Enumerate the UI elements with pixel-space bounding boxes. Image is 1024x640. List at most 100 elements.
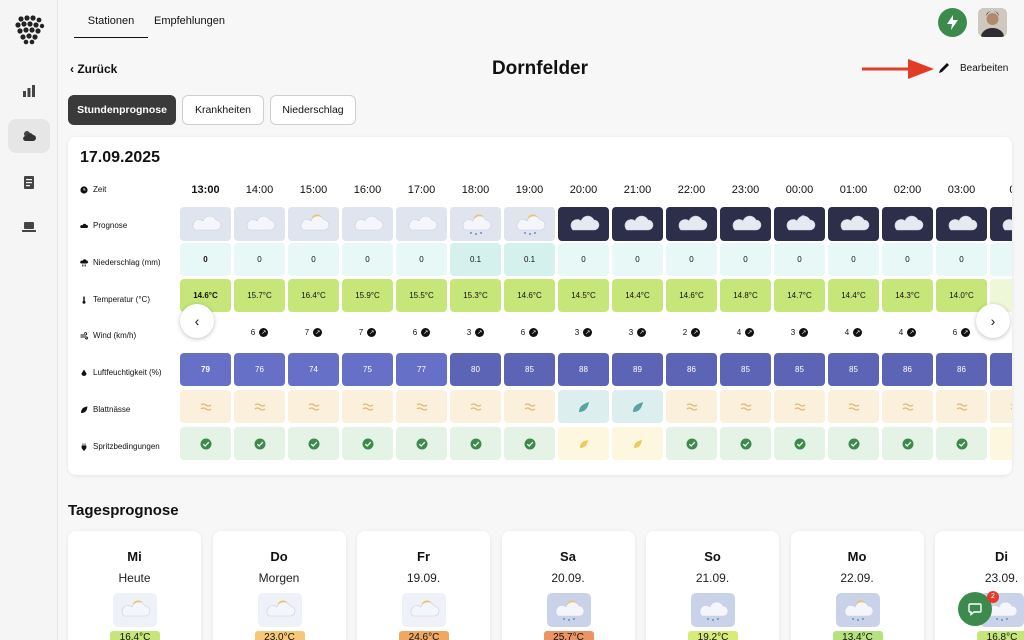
chevron-right-icon: ›	[990, 313, 996, 329]
cloud-icon	[180, 207, 231, 241]
row-label-spray: Spritzbedingungen	[80, 442, 160, 451]
wind-value: 2	[682, 327, 688, 337]
subtab-stundenprognose[interactable]: Stundenprognose	[68, 95, 176, 125]
day-card[interactable]: Mo 22.09. 13.4°C	[790, 531, 924, 640]
chat-button[interactable]	[958, 592, 992, 626]
dry-waves-icon	[882, 390, 933, 423]
page-title: Dornfelder	[491, 58, 589, 79]
tab-stationen[interactable]: Stationen	[74, 15, 148, 38]
row-label-humidity: Luftfeuchtigkeit (%)	[80, 368, 161, 377]
user-avatar-icon	[978, 8, 1007, 37]
wind-value: 3	[466, 327, 472, 337]
cloud-night-icon	[828, 207, 879, 241]
red-arrow-icon	[862, 59, 934, 79]
check-icon	[720, 427, 771, 460]
cloud-night-icon	[666, 207, 717, 241]
wind-value: 3	[790, 327, 796, 337]
rain-cloud-icon	[80, 258, 88, 266]
scroll-left-button[interactable]: ‹	[180, 304, 214, 338]
wind-value: 3	[628, 327, 634, 337]
day-card[interactable]: Mi Heute 16.4°C	[68, 531, 201, 640]
grape-logo-icon[interactable]	[12, 12, 46, 46]
wind-cell: 3 ↗	[558, 317, 609, 347]
temperature-cell: 14.6°C	[666, 279, 717, 312]
time-label: 18:00	[461, 184, 490, 196]
cloud-night-icon	[720, 207, 771, 241]
wind-cell: 6 ↗	[234, 317, 285, 347]
time-label: 01:00	[839, 184, 868, 196]
wind-value: 4	[736, 327, 742, 337]
sidebar-item-devices[interactable]	[8, 210, 50, 244]
wind-icon	[80, 331, 88, 339]
rain-cell: 0	[720, 243, 771, 276]
temperature-cell: 14.4°C	[828, 279, 879, 312]
hourly-forecast-card: 17.09.2025 Zeit Prognose Niederschlag (m…	[68, 137, 1012, 475]
edit-button[interactable]: Bearbeiten	[938, 62, 1008, 74]
wind-value: 6	[250, 327, 256, 337]
wind-direction-icon: ↗	[961, 327, 971, 337]
rain-cell: 0	[882, 243, 933, 276]
clipboard-icon	[24, 176, 34, 189]
dry-waves-icon	[666, 390, 717, 423]
dry-waves-icon	[288, 390, 339, 423]
wind-direction-icon: ↗	[475, 327, 485, 337]
dry-waves-icon	[720, 390, 771, 423]
sidebar-item-weather[interactable]	[8, 119, 50, 153]
clock-icon	[80, 185, 88, 194]
weather-icon	[23, 131, 36, 141]
rain-sun-icon	[835, 593, 880, 627]
dry-waves-icon	[342, 390, 393, 423]
humidity-cell: 85	[504, 353, 555, 386]
row-label-forecast: Prognose	[80, 221, 127, 230]
cloud-night-icon	[936, 207, 987, 241]
wind-cell: 7 ↗	[342, 317, 393, 347]
dry-waves-icon	[450, 390, 501, 423]
check-icon	[828, 427, 879, 460]
time-label: 20:00	[569, 184, 598, 196]
time-label: 04	[990, 181, 1012, 199]
wind-value: 4	[898, 327, 904, 337]
partly-sunny-icon	[113, 593, 157, 627]
wind-cell: 3 ↗	[774, 317, 825, 347]
humidity-cell: 86	[936, 353, 987, 386]
day-card[interactable]: Do Morgen 23.0°C	[212, 531, 346, 640]
humidity-cell: 86	[666, 353, 717, 386]
sidebar-item-analytics[interactable]	[8, 74, 50, 108]
tab-empfehlungen[interactable]: Empfehlungen	[154, 15, 225, 27]
scroll-right-button[interactable]: ›	[976, 304, 1010, 338]
rain-cell: 0	[342, 243, 393, 276]
wind-cell: 4 ↗	[720, 317, 771, 347]
day-card[interactable]: Fr 19.09. 24.6°C	[357, 531, 490, 640]
sidebar-item-notes[interactable]	[8, 165, 50, 199]
partly-sunny-icon	[402, 593, 446, 627]
wind-cell: 3 ↗	[450, 317, 501, 347]
time-label: 14:00	[245, 184, 274, 196]
wind-direction-icon: ↗	[259, 327, 269, 337]
humidity-cell: 75	[342, 353, 393, 386]
energy-button[interactable]	[938, 8, 967, 37]
subtab-niederschlag[interactable]: Niederschlag	[270, 95, 356, 125]
rain-cell: 0	[558, 243, 609, 276]
leaf-icon	[81, 406, 88, 413]
day-card[interactable]: Sa 20.09. 25.7°C	[501, 531, 635, 640]
top-navigation: Stationen Empfehlungen	[58, 0, 1024, 44]
temperature-cell	[990, 279, 1012, 312]
rain-cell: 0	[936, 243, 987, 276]
temperature-cell: 14.5°C	[558, 279, 609, 312]
day-card[interactable]: So 21.09. 19.2°C	[646, 531, 779, 640]
humidity-cell: 85	[720, 353, 771, 386]
wind-value: 3	[574, 327, 580, 337]
back-link[interactable]: ‹ Zurück	[70, 62, 118, 76]
temperature-cell: 16.4°C	[288, 279, 339, 312]
cloud-night-icon	[558, 207, 609, 241]
wind-value: 7	[358, 327, 364, 337]
dry-waves-icon	[774, 390, 825, 423]
subtab-krankheiten[interactable]: Krankheiten	[182, 95, 264, 125]
day-name: Di	[995, 549, 1008, 564]
day-name: Do	[270, 549, 288, 564]
dry-waves-icon	[828, 390, 879, 423]
bar-chart-icon	[23, 85, 35, 97]
avatar[interactable]	[978, 8, 1007, 37]
wind-direction-icon: ↗	[637, 327, 647, 337]
pencil-icon	[939, 63, 949, 73]
